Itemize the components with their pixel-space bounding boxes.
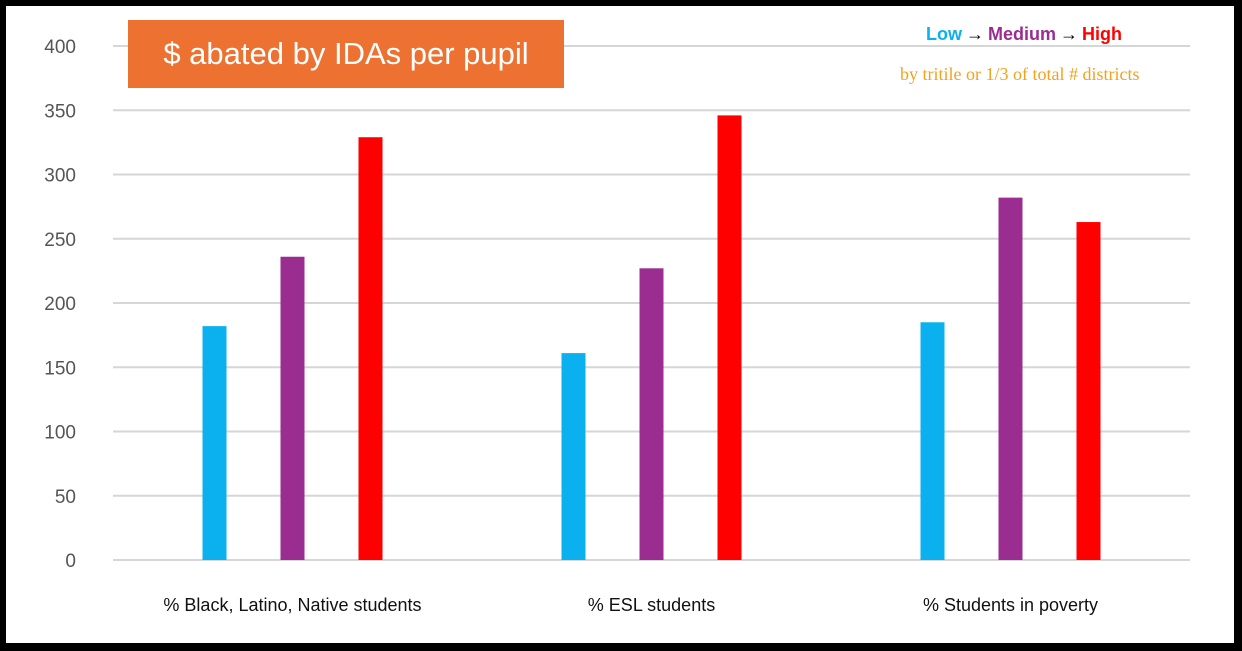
legend-item-low: Low — [926, 24, 962, 44]
bar — [280, 256, 305, 560]
bar — [920, 322, 945, 560]
y-tick-label: 0 — [65, 551, 76, 572]
y-tick-label: 100 — [44, 423, 76, 444]
legend-item-medium: Medium — [988, 24, 1057, 44]
y-tick-label: 200 — [44, 294, 76, 315]
bar — [998, 197, 1023, 560]
legend-item-high: High — [1082, 24, 1123, 44]
chart-title: $ abated by IDAs per pupil — [128, 20, 564, 88]
x-category-label: % Students in poverty — [923, 595, 1098, 615]
legend-note: by tritile or 1/3 of total # districts — [900, 64, 1140, 84]
bar — [358, 137, 383, 561]
x-category-label: % Black, Latino, Native students — [163, 595, 421, 615]
x-category-label: % ESL students — [588, 595, 715, 615]
bar — [561, 353, 586, 560]
legend: Low → Medium → High — [926, 24, 1122, 45]
y-tick-label: 150 — [44, 358, 76, 379]
chart-frame: 0 50 100 150 200 250 300 350 400 % Black, Latino,… — [6, 6, 1234, 643]
y-tick-label: 50 — [55, 487, 76, 508]
arrow-right-icon: → — [966, 24, 984, 44]
y-tick-label: 250 — [44, 230, 76, 251]
y-tick-label: 300 — [44, 166, 76, 187]
bar-chart: 0 50 100 150 200 250 300 350 400 % Black, Latino,… — [44, 37, 1190, 615]
bar — [639, 268, 664, 560]
y-tick-label: 350 — [44, 101, 76, 122]
y-tick-label: 400 — [44, 37, 76, 58]
arrow-right-icon: → — [1060, 24, 1079, 44]
bar — [1076, 222, 1101, 561]
bar — [717, 115, 742, 560]
bar — [202, 326, 227, 560]
